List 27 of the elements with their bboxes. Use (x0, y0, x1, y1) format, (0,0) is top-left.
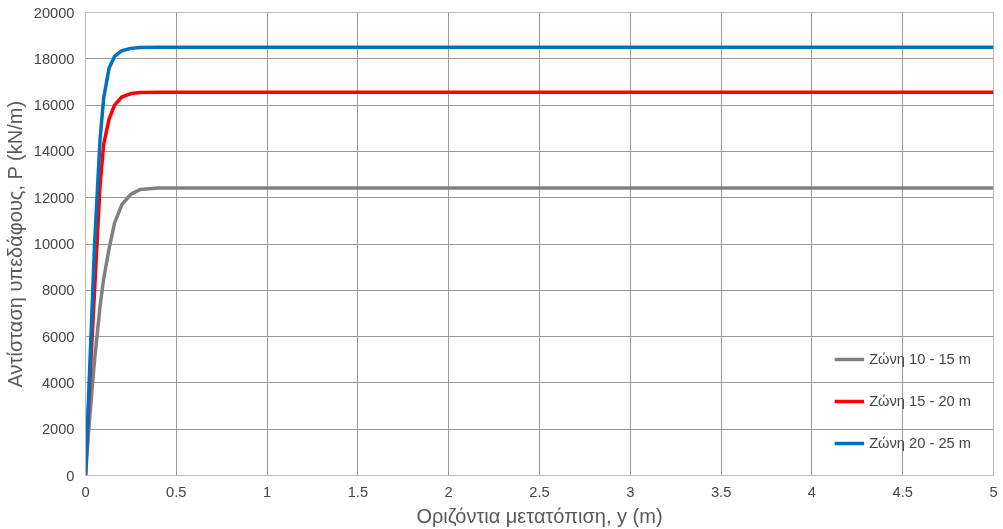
x-tick-label: 1.5 (347, 483, 369, 500)
legend-label: Ζώνη 15 - 20 m (869, 393, 971, 409)
x-tick-label: 4 (807, 483, 816, 500)
x-tick-label: 3 (626, 483, 635, 500)
x-tick-label: 2.5 (529, 483, 550, 500)
y-tick-label: 10000 (33, 236, 75, 252)
x-tick-label: 0 (81, 483, 90, 500)
y-tick-label: 6000 (41, 328, 75, 345)
x-axis-title: Οριζόντια μετατόπιση, y (m) (416, 504, 663, 527)
x-tick-label: 0.5 (166, 483, 187, 500)
y-tick-label: 12000 (33, 189, 75, 206)
y-axis-title: Αντίσταση υπεδάφους, P (kN/m) (3, 100, 26, 388)
y-tick-label: 14000 (33, 143, 75, 160)
x-tick-label: 4.5 (892, 483, 913, 500)
y-tick-label: 8000 (41, 282, 75, 299)
x-tick-label: 1 (263, 483, 272, 500)
x-tick-label: 3.5 (710, 483, 732, 500)
y-tick-label: 20000 (33, 4, 75, 21)
y-tick-label: 16000 (33, 97, 75, 114)
legend-label: Ζώνη 20 - 25 m (869, 435, 971, 451)
y-tick-label: 0 (66, 467, 75, 484)
y-tick-label: 4000 (41, 374, 75, 391)
y-tick-label: 2000 (41, 421, 75, 438)
x-tick-label: 2 (444, 483, 453, 500)
y-tick-label: 18000 (33, 50, 75, 67)
legend-label: Ζώνη 10 - 15 m (869, 351, 971, 367)
x-tick-label: 5 (989, 483, 998, 500)
